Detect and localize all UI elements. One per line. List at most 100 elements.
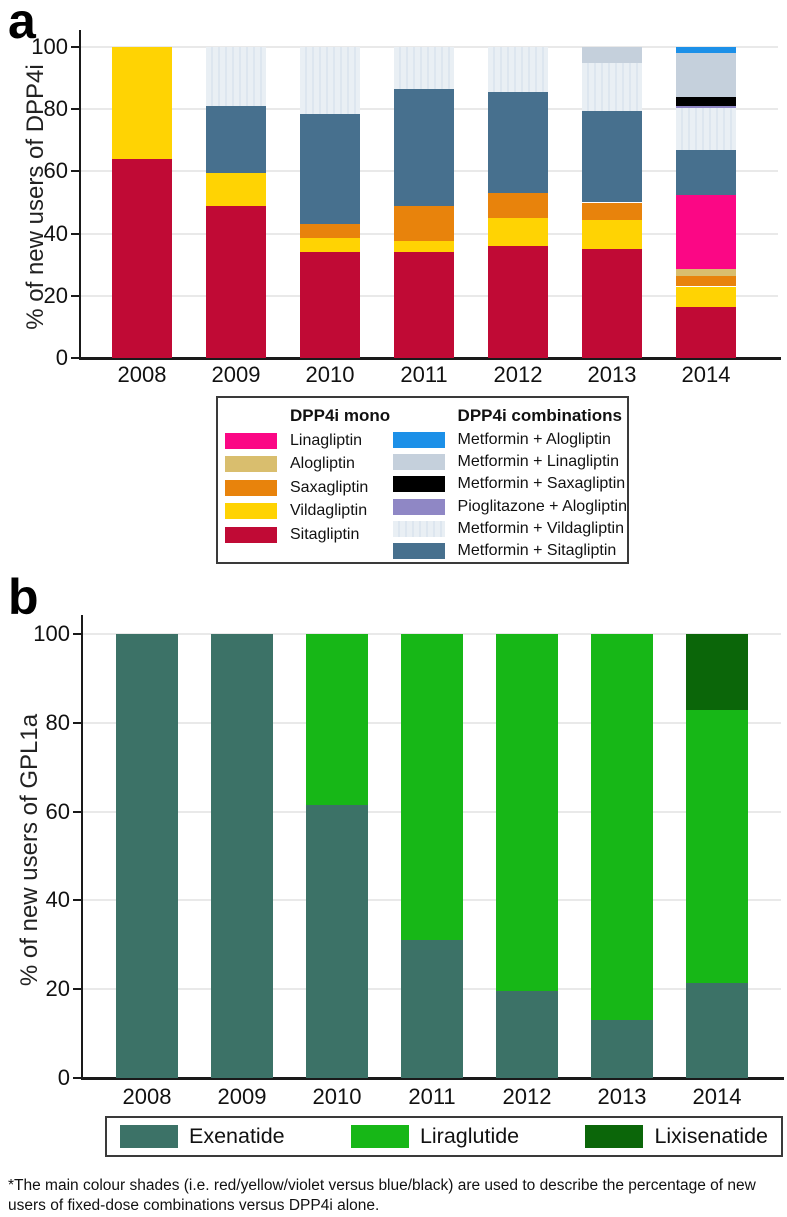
bar-segment — [676, 269, 736, 276]
bar-segment — [206, 205, 266, 358]
y-tick-mark — [73, 1077, 81, 1079]
y-tick-mark — [71, 108, 79, 111]
legend-swatch — [392, 542, 445, 559]
x-tick-label: 2014 — [681, 362, 731, 387]
legend-swatch — [392, 520, 445, 537]
legend-swatch — [350, 1125, 409, 1148]
bar-segment — [686, 982, 748, 1078]
legend-item: Pioglitazone + Alogliptin — [392, 496, 627, 518]
x-tick-label: 2011 — [400, 362, 448, 387]
bar-segment — [582, 110, 642, 203]
legend-item: Liraglutide — [350, 1124, 519, 1149]
bar-segment — [401, 634, 463, 941]
bar-segment — [676, 275, 736, 287]
bar-segment — [300, 238, 360, 253]
y-tick-mark — [71, 46, 79, 48]
bar-segment — [488, 92, 548, 194]
bar-segment — [676, 47, 736, 54]
bar-segment — [401, 940, 463, 1078]
legend-item: Lixisenatide — [585, 1124, 768, 1149]
bar-segment — [582, 249, 642, 358]
legend-item: Metformin + Alogliptin — [392, 429, 627, 451]
legend-label: Metformin + Linagliptin — [457, 453, 619, 471]
legend-item: Alogliptin — [225, 453, 393, 477]
bar-segment — [686, 634, 748, 710]
bar-segment — [306, 804, 368, 1078]
y-tick-label: 0 — [57, 1065, 70, 1090]
x-tick-label: 2009 — [211, 362, 261, 387]
y-axis-line — [81, 615, 83, 1080]
bar-segment — [676, 194, 736, 270]
legend-swatch — [392, 454, 445, 471]
legend-column-title: DPP4i mono — [290, 406, 391, 425]
y-tick-label: 20 — [43, 282, 68, 308]
legend-swatch — [225, 479, 277, 496]
glp1a-legend: Exenatide Liraglutide Lixisenatide — [105, 1116, 783, 1157]
y-tick-label: 40 — [45, 887, 70, 913]
legend-item: Sitagliptin — [225, 523, 393, 547]
bar-segment — [394, 252, 454, 358]
bar-segment — [300, 224, 360, 239]
legend-label: Pioglitazone + Alogliptin — [457, 497, 627, 515]
x-tick-label: 2014 — [692, 1084, 742, 1109]
legend-swatch — [585, 1125, 644, 1148]
x-tick-label: 2012 — [502, 1084, 552, 1109]
y-tick-label: 20 — [45, 976, 70, 1002]
legend-swatch — [225, 432, 277, 449]
bar-segment — [300, 47, 360, 114]
legend-label: Linagliptin — [290, 431, 363, 449]
bar-segment — [676, 149, 736, 195]
bar-segment — [394, 89, 454, 206]
legend-item: Exenatide — [120, 1124, 285, 1149]
bar-segment — [300, 113, 360, 225]
x-tick-label: 2012 — [493, 362, 543, 387]
bar-segment — [116, 634, 178, 1078]
legend-label: Alogliptin — [290, 455, 355, 473]
legend-item: Metformin + Sitagliptin — [392, 540, 627, 562]
bar-segment — [206, 173, 266, 206]
legend-swatch — [225, 503, 277, 520]
legend-label: Saxagliptin — [290, 478, 369, 496]
bar-segment — [582, 47, 642, 63]
x-tick-label: 2010 — [312, 1084, 362, 1109]
y-tick-mark — [73, 810, 81, 813]
bar-segment — [676, 107, 736, 150]
bar-segment — [496, 991, 558, 1078]
bar-segment — [496, 634, 558, 992]
legend-label: Lixisenatide — [654, 1124, 768, 1148]
legend-label: Sitagliptin — [290, 525, 360, 543]
x-axis-line — [81, 1077, 784, 1080]
x-tick-label: 2008 — [117, 362, 167, 387]
legend-column-title: DPP4i combinations — [457, 406, 622, 425]
y-tick-label: 40 — [43, 220, 68, 246]
legend-column: DPP4i mono Linagliptin Alogliptin Saxaglipt… — [225, 405, 393, 562]
bar-segment — [676, 53, 736, 97]
x-axis-line — [79, 357, 781, 360]
bar-segment — [206, 106, 266, 173]
x-tick-label: 2009 — [217, 1084, 267, 1109]
legend-label: Metformin + Sitagliptin — [457, 541, 617, 559]
bar-segment — [300, 252, 360, 358]
y-tick-mark — [71, 170, 79, 173]
bar-segment — [676, 286, 736, 307]
bar-segment — [112, 47, 172, 159]
legend-label: Metformin + Vildagliptin — [457, 519, 624, 537]
x-tick-label: 2008 — [122, 1084, 172, 1109]
legend-column: DPP4i combinations Metformin + Alogliptin… — [392, 405, 627, 562]
legend-swatch — [392, 498, 445, 515]
bar-segment — [582, 62, 642, 111]
bar-segment — [211, 634, 273, 1078]
y-tick-label: 60 — [43, 158, 68, 184]
bar-segment — [394, 241, 454, 253]
y-tick-mark — [73, 633, 81, 635]
bar-segment — [394, 47, 454, 89]
legend-label: Metformin + Alogliptin — [457, 431, 611, 449]
legend-item: Linagliptin — [225, 429, 393, 453]
x-tick-label: 2013 — [587, 362, 637, 387]
legend-swatch — [392, 432, 445, 449]
legend-label: Metformin + Saxagliptin — [457, 475, 626, 493]
y-tick-mark — [73, 988, 81, 991]
x-tick-label: 2010 — [305, 362, 355, 387]
bar-segment — [394, 205, 454, 242]
